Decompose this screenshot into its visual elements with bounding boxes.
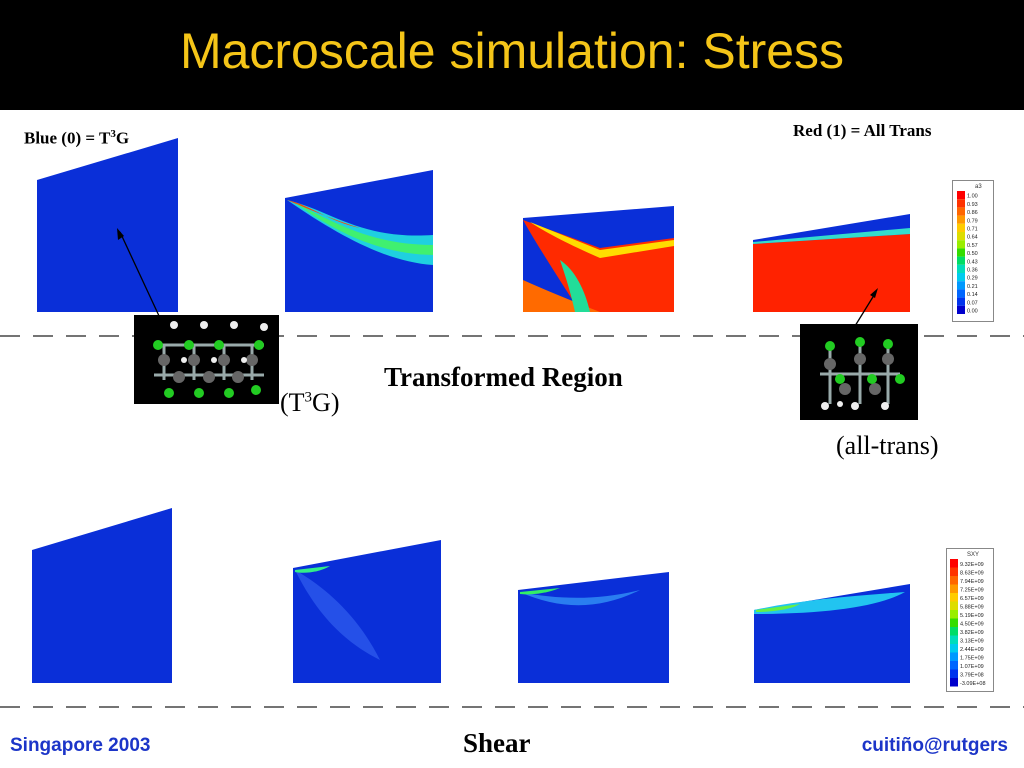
legend-value: 3.13E+09 xyxy=(960,639,984,645)
legend-swatch xyxy=(950,576,958,585)
transformed-region-label: Transformed Region xyxy=(384,362,623,392)
legend-swatch xyxy=(957,215,965,224)
legend-swatch xyxy=(950,618,958,627)
footer-left: Singapore 2003 xyxy=(10,735,151,756)
sxy-legend: SXY 9.32E+09 8.63E+09 7.94E+09 7.25E+09 6.57… xyxy=(946,548,994,692)
legend-value: 1.75E+09 xyxy=(960,656,984,662)
legend-value: 9.32E+09 xyxy=(960,562,984,568)
sxy-legend-title: SXY xyxy=(967,552,979,558)
legend-value: 7.94E+09 xyxy=(960,579,984,585)
legend-value: 7.25E+09 xyxy=(960,588,984,594)
legend-value: 3.79E+08 xyxy=(960,673,984,679)
sim-panel-1-bottom xyxy=(32,508,172,683)
sim-panel-3-red xyxy=(523,220,674,312)
legend-value: 0.00 xyxy=(967,309,978,315)
legend-value: 0.14 xyxy=(967,292,978,298)
legend-value: 0.36 xyxy=(967,268,978,274)
legend-swatch xyxy=(950,627,958,636)
legend-value: 0.57 xyxy=(967,243,978,249)
legend-swatch xyxy=(950,678,958,687)
legend-swatch xyxy=(957,232,965,241)
legend-swatch xyxy=(957,191,965,200)
legend-swatch xyxy=(957,223,965,232)
t3g-label: (T3G) xyxy=(280,388,340,417)
legend-value: 0.79 xyxy=(967,218,978,224)
all-trans-molecule-image xyxy=(800,324,918,420)
legend-value: 6.57E+09 xyxy=(960,596,984,602)
legend-swatch xyxy=(950,644,958,653)
legend-swatch xyxy=(950,567,958,576)
t3g-molecule-image xyxy=(134,315,279,404)
all-trans-label: (all-trans) xyxy=(836,431,939,460)
legend-swatch xyxy=(950,584,958,593)
legend-swatch xyxy=(950,593,958,602)
legend-value: 1.00 xyxy=(967,194,978,200)
legend-value: 0.93 xyxy=(967,202,978,208)
legend-value: -3.09E+08 xyxy=(960,681,986,687)
legend-swatch xyxy=(957,281,965,290)
sim-panel-2-bottom xyxy=(293,540,441,683)
legend-swatch xyxy=(957,207,965,216)
legend-value: 8.63E+09 xyxy=(960,571,984,577)
legend-swatch xyxy=(957,199,965,208)
legend-value: 5.88E+09 xyxy=(960,605,984,611)
legend-swatch xyxy=(957,273,965,282)
legend-swatch xyxy=(957,248,965,257)
legend-value: 0.50 xyxy=(967,251,978,257)
legend-value: 0.21 xyxy=(967,284,978,290)
alpha-legend-title: a3 xyxy=(975,184,982,190)
legend-value: 4.50E+09 xyxy=(960,622,984,628)
sim-panel-4-red xyxy=(753,234,910,312)
legend-swatch xyxy=(950,661,958,670)
blue-legend-label: Blue (0) = T3G xyxy=(24,128,130,148)
legend-value: 0.71 xyxy=(967,227,978,233)
legend-swatch xyxy=(950,610,958,619)
legend-swatch xyxy=(950,559,958,568)
legend-value: 0.43 xyxy=(967,259,978,265)
legend-value: 3.82E+09 xyxy=(960,630,984,636)
legend-value: 1.07E+09 xyxy=(960,664,984,670)
sxy-legend-bar: SXY 9.32E+09 8.63E+09 7.94E+09 7.25E+09 6.57… xyxy=(950,552,986,687)
legend-swatch xyxy=(957,256,965,265)
shear-label: Shear xyxy=(463,728,531,758)
legend-value: 2.44E+09 xyxy=(960,647,984,653)
alpha-legend-bar: a3 1.00 0.93 0.86 0.79 0.71 0.64 0.57 0.50 0.43 0… xyxy=(957,184,982,315)
sim-panel-3-bottom xyxy=(518,572,669,683)
legend-swatch xyxy=(957,305,965,314)
legend-swatch xyxy=(950,635,958,644)
title-bar xyxy=(0,0,1024,110)
legend-swatch xyxy=(950,669,958,678)
legend-swatch xyxy=(957,264,965,273)
legend-swatch xyxy=(957,289,965,298)
alpha-legend: a3 1.00 0.93 0.86 0.79 0.71 0.64 0.57 0.50 0.43 0… xyxy=(952,180,994,322)
slide-title: Macroscale simulation: Stress xyxy=(179,23,845,79)
legend-value: 0.64 xyxy=(967,235,978,241)
legend-value: 5.19E+09 xyxy=(960,613,984,619)
legend-value: 0.86 xyxy=(967,210,978,216)
footer-right: cuitiño@rutgers xyxy=(861,735,1008,756)
legend-swatch xyxy=(957,240,965,249)
legend-value: 0.29 xyxy=(967,276,978,282)
legend-swatch xyxy=(957,297,965,306)
legend-swatch xyxy=(950,652,958,661)
legend-value: 0.07 xyxy=(967,300,978,306)
legend-swatch xyxy=(950,601,958,610)
sim-panel-1-top xyxy=(37,138,178,312)
red-legend-label: Red (1) = All Trans xyxy=(793,121,932,140)
